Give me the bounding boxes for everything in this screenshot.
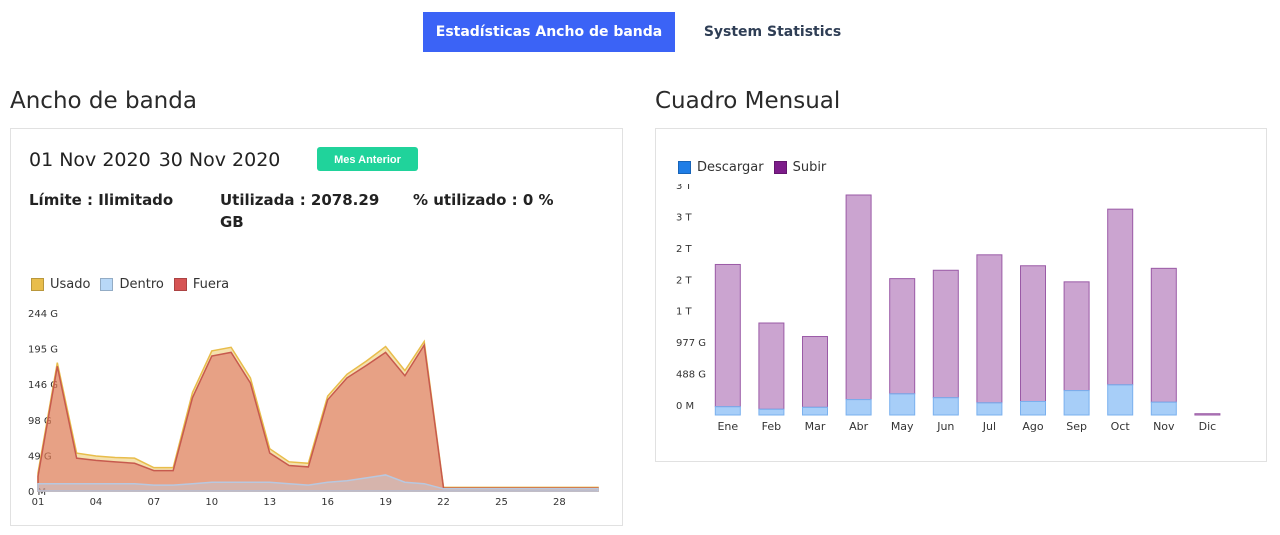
bar-subir[interactable] bbox=[1020, 265, 1046, 402]
x-tick-label: 22 bbox=[437, 497, 450, 508]
bar-descargar[interactable] bbox=[1107, 384, 1134, 416]
legend-dentro[interactable]: Dentro bbox=[100, 277, 164, 292]
y-tick-label: 3 T bbox=[676, 184, 693, 192]
bar-subir[interactable] bbox=[758, 322, 785, 410]
x-tick-label: Feb bbox=[762, 420, 781, 433]
y-tick-label: 2 T bbox=[676, 275, 693, 286]
bar-subir[interactable] bbox=[802, 336, 828, 408]
bar-subir[interactable] bbox=[714, 263, 741, 408]
bar-descargar[interactable] bbox=[932, 397, 959, 416]
bar-descargar[interactable] bbox=[714, 406, 741, 416]
x-tick-label: 16 bbox=[321, 497, 334, 508]
x-tick-label: May bbox=[891, 420, 914, 433]
bar-subir[interactable] bbox=[889, 278, 916, 395]
x-tick-label: Abr bbox=[849, 420, 869, 433]
x-tick-label: 19 bbox=[379, 497, 392, 508]
monthly-chart-title: Cuadro Mensual bbox=[655, 88, 841, 114]
bar-subir[interactable] bbox=[932, 269, 959, 399]
bandwidth-title: Ancho de banda bbox=[10, 88, 197, 114]
y-tick-label: 0 M bbox=[28, 487, 46, 498]
bandwidth-area-chart: 0 M 49 G 98 G 146 G 195 G 244 G 01 04 07 10 13 16 19… bbox=[28, 309, 599, 508]
used-label: Utilizada : 2078.29 bbox=[220, 191, 380, 209]
x-tick-label: 01 bbox=[32, 497, 45, 508]
y-tick-label: 1 T bbox=[676, 307, 693, 318]
x-tick-label: 07 bbox=[147, 497, 160, 508]
bar-descargar[interactable] bbox=[976, 402, 1003, 416]
percent-used-label: % utilizado : 0 % bbox=[413, 191, 554, 209]
x-tick-label: Oct bbox=[1111, 420, 1131, 433]
bar-descargar[interactable] bbox=[802, 406, 828, 416]
legend-label-dentro: Dentro bbox=[119, 277, 164, 292]
bar-descargar[interactable] bbox=[1020, 400, 1046, 416]
legend-usado[interactable]: Usado bbox=[31, 277, 90, 292]
legend-descargar[interactable]: Descargar bbox=[678, 160, 764, 175]
monthly-panel: Descargar Subir 0 M 488 G 977 G 1 T 2 T 2 T 3 … bbox=[655, 128, 1267, 462]
legend-swatch-fuera bbox=[173, 278, 187, 291]
used-unit: GB bbox=[220, 213, 244, 231]
tab-bandwidth-statistics[interactable]: Estadísticas Ancho de banda bbox=[423, 12, 675, 52]
previous-month-button[interactable]: Mes Anterior bbox=[317, 147, 418, 171]
bar-subir[interactable] bbox=[1063, 281, 1090, 392]
bar-descargar[interactable] bbox=[1063, 390, 1090, 416]
legend-swatch-dentro bbox=[100, 278, 114, 291]
y-tick-label: 146 G bbox=[28, 380, 58, 391]
bar-descargar[interactable] bbox=[1150, 401, 1177, 416]
y-tick-label: 49 G bbox=[28, 451, 52, 462]
x-tick-label: Dic bbox=[1199, 420, 1217, 433]
x-tick-label: 25 bbox=[495, 497, 508, 508]
x-tick-label: Jul bbox=[982, 420, 996, 433]
legend-label-descargar: Descargar bbox=[697, 160, 764, 175]
x-tick-label: Jun bbox=[936, 420, 954, 433]
x-tick-label: Ago bbox=[1022, 420, 1044, 433]
date-start: 01 Nov 2020 bbox=[29, 149, 151, 171]
bar-subir[interactable] bbox=[976, 254, 1003, 404]
y-tick-label: 3 T bbox=[676, 212, 693, 223]
legend-label-usado: Usado bbox=[50, 277, 91, 292]
x-tick-label: Sep bbox=[1066, 420, 1087, 433]
date-end: 30 Nov 2020 bbox=[158, 149, 281, 171]
legend-subir[interactable]: Subir bbox=[773, 160, 827, 175]
y-tick-label: 977 G bbox=[676, 338, 706, 349]
bar-subir[interactable] bbox=[845, 194, 872, 401]
series-area-dentro bbox=[37, 474, 599, 492]
x-tick-label: 04 bbox=[90, 497, 103, 508]
y-tick-label: 488 G bbox=[676, 370, 706, 381]
legend-fuera[interactable]: Fuera bbox=[173, 277, 230, 292]
x-tick-label: Nov bbox=[1153, 420, 1175, 433]
y-tick-label: 98 G bbox=[28, 416, 52, 427]
x-tick-label: 13 bbox=[263, 497, 276, 508]
legend-label-fuera: Fuera bbox=[192, 277, 230, 292]
x-tick-label: 28 bbox=[553, 497, 566, 508]
x-tick-label: Mar bbox=[805, 420, 826, 433]
y-tick-label: 0 M bbox=[676, 401, 694, 412]
limit-label: Límite : Ilimitado bbox=[29, 191, 174, 209]
tab-bar: Estadísticas Ancho de banda System Stati… bbox=[0, 12, 1280, 52]
series-area-fuera bbox=[37, 342, 599, 492]
date-range: 01 Nov 2020 30 Nov 2020 bbox=[29, 149, 288, 171]
monthly-legend: Descargar Subir bbox=[678, 160, 836, 175]
used-stat: Utilizada : 2078.29 GB bbox=[220, 189, 390, 233]
bar-descargar[interactable] bbox=[889, 393, 916, 416]
legend-label-subir: Subir bbox=[792, 160, 827, 175]
y-tick-label: 2 T bbox=[676, 244, 693, 255]
monthly-bar-chart: 0 M 488 G 977 G 1 T 2 T 2 T 3 T 3 T Ene Feb Mar Abr… bbox=[676, 184, 1221, 433]
bandwidth-panel: 01 Nov 2020 30 Nov 2020 Mes Anterior Lími… bbox=[10, 128, 623, 526]
legend-swatch-subir bbox=[773, 161, 787, 174]
bar-subir[interactable] bbox=[1107, 208, 1134, 386]
tab-system-statistics[interactable]: System Statistics bbox=[703, 24, 842, 40]
bandwidth-legend: Usado Dentro Fuera bbox=[31, 277, 239, 292]
y-tick-label: 195 G bbox=[28, 345, 58, 356]
legend-swatch-descargar bbox=[678, 161, 691, 174]
y-tick-label: 244 G bbox=[28, 309, 58, 320]
bar-descargar[interactable] bbox=[758, 408, 785, 416]
legend-swatch-usado bbox=[31, 278, 44, 291]
bar-descargar[interactable] bbox=[845, 399, 872, 416]
bar-subir[interactable] bbox=[1150, 267, 1177, 403]
x-tick-label: 10 bbox=[205, 497, 218, 508]
x-tick-label: Ene bbox=[717, 420, 738, 433]
bar-subir[interactable] bbox=[1194, 413, 1221, 416]
